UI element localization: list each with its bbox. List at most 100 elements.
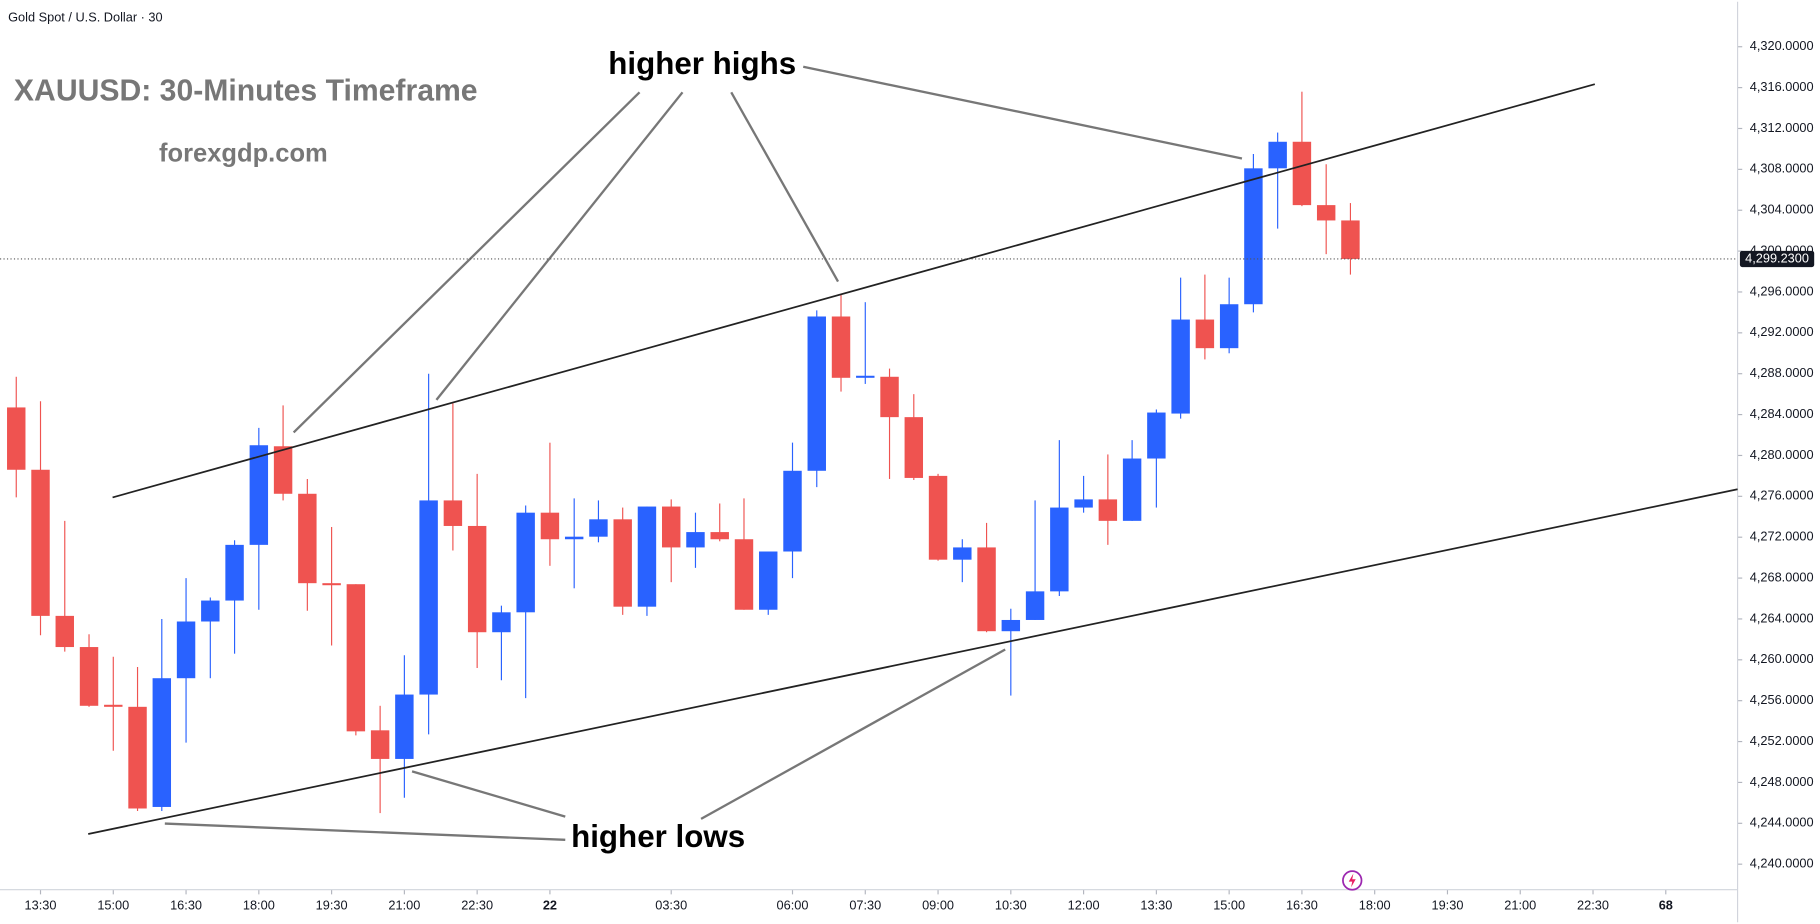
chart-title: XAUUSD: 30-Minutes Timeframe — [14, 74, 478, 107]
candle-body — [128, 706, 147, 809]
pointer — [700, 648, 1006, 820]
annotation: higher lows — [571, 819, 745, 854]
y-tick-label: 4,284.0000 — [1750, 406, 1814, 421]
candle-body — [1074, 499, 1093, 508]
y-tick-label: 4,304.0000 — [1750, 202, 1814, 217]
candle-body — [1244, 168, 1263, 305]
candle-body — [1122, 458, 1142, 521]
candle-body — [249, 445, 269, 545]
candle-body — [419, 500, 438, 695]
candle-body — [395, 694, 414, 759]
candle-body — [904, 417, 924, 478]
x-tick-label: 16:30 — [170, 897, 202, 912]
x-tick-label: 22 — [543, 897, 557, 912]
candle-body — [104, 704, 123, 707]
x-tick-label: 15:00 — [1213, 897, 1245, 912]
y-tick-label: 4,268.0000 — [1750, 569, 1814, 584]
candle-body — [1025, 591, 1045, 620]
x-tick-label: 18:00 — [1359, 897, 1391, 912]
candle-body — [589, 519, 608, 537]
candle-body — [710, 532, 729, 540]
candle-body — [783, 470, 802, 552]
candle-body — [7, 407, 26, 470]
y-tick-label: 4,320.0000 — [1750, 38, 1814, 53]
y-tick-label: 4,280.0000 — [1750, 447, 1814, 462]
candle-body — [1050, 507, 1069, 592]
candle-body — [55, 615, 74, 648]
candle-body — [176, 621, 196, 679]
pointer-lines — [164, 65, 1243, 841]
candle-body — [322, 583, 341, 586]
candle-body — [613, 519, 632, 607]
trend-lines — [88, 83, 1738, 835]
x-tick-label: 21:00 — [388, 897, 420, 912]
candle-body — [928, 475, 948, 560]
candle-body — [492, 612, 511, 633]
candles — [7, 91, 1360, 814]
candle-body — [540, 512, 560, 540]
y-tick-label: 4,240.0000 — [1750, 856, 1814, 871]
candle-body — [856, 375, 875, 378]
candle-body — [637, 506, 657, 607]
x-tick-label: 22:30 — [1577, 897, 1609, 912]
candle-body — [516, 512, 535, 613]
lower-trend-line — [88, 488, 1738, 835]
symbol-header: Gold Spot / U.S. Dollar · 30 — [8, 9, 162, 24]
candle-body — [1098, 499, 1118, 521]
x-tick-label: 03:30 — [655, 897, 687, 912]
candle-body — [1171, 319, 1190, 414]
y-tick-label: 4,316.0000 — [1750, 79, 1814, 94]
candle-body — [734, 539, 754, 610]
candle-body — [79, 647, 99, 706]
candle-body — [1268, 141, 1287, 169]
candle-body — [1316, 205, 1336, 221]
candle-body — [661, 506, 681, 548]
candle-body — [152, 678, 172, 807]
icon-ring — [1342, 870, 1363, 891]
y-tick-label: 4,288.0000 — [1750, 365, 1814, 380]
y-tick-label: 4,248.0000 — [1750, 774, 1814, 789]
x-tick-label: 13:30 — [25, 897, 57, 912]
candle-body — [831, 316, 851, 378]
pointer — [411, 770, 566, 818]
x-tick-label: 68 — [1659, 897, 1673, 912]
x-tick-label: 15:00 — [97, 897, 129, 912]
alert-icon[interactable] — [1342, 870, 1363, 891]
candle-body — [467, 525, 487, 633]
candle-body — [1219, 304, 1239, 349]
candle-body — [443, 500, 463, 526]
y-tick-label: 4,252.0000 — [1750, 733, 1814, 748]
candle-body — [686, 532, 705, 548]
candle-body — [370, 730, 390, 759]
y-tick-label: 4,296.0000 — [1750, 283, 1814, 298]
candle-body — [225, 544, 244, 601]
candle-body — [1341, 220, 1360, 259]
candle-body — [346, 584, 366, 732]
y-tick-label: 4,244.0000 — [1750, 815, 1814, 830]
x-tick-label: 22:30 — [461, 897, 493, 912]
axes: 4,240.0000 4,244.0000 4,248.0000 4,252.0000… — [25, 38, 1814, 912]
candle-body — [1147, 412, 1166, 459]
x-tick-label: 19:30 — [1432, 897, 1464, 912]
y-tick-label: 4,256.0000 — [1750, 692, 1814, 707]
annotation: higher highs — [608, 46, 796, 81]
candle-body — [953, 547, 972, 560]
x-tick-label: 07:30 — [849, 897, 881, 912]
chart-subtitle: forexgdp.com — [159, 140, 328, 168]
upper-trend-line — [112, 83, 1596, 499]
candle-body — [201, 600, 220, 622]
last-price-label: 4,299.2300 — [1745, 250, 1809, 265]
y-tick-label: 4,312.0000 — [1750, 120, 1814, 135]
x-tick-label: 10:30 — [995, 897, 1027, 912]
pointer — [730, 91, 840, 283]
x-tick-label: 06:00 — [777, 897, 809, 912]
x-tick-label: 16:30 — [1286, 897, 1318, 912]
candle-body — [759, 551, 778, 610]
candle-body — [807, 316, 826, 471]
candle-body — [977, 547, 996, 632]
y-tick-label: 4,264.0000 — [1750, 610, 1814, 625]
x-tick-label: 09:00 — [922, 897, 954, 912]
y-tick-label: 4,308.0000 — [1750, 161, 1814, 176]
pointer — [435, 91, 684, 401]
x-tick-label: 13:30 — [1140, 897, 1172, 912]
